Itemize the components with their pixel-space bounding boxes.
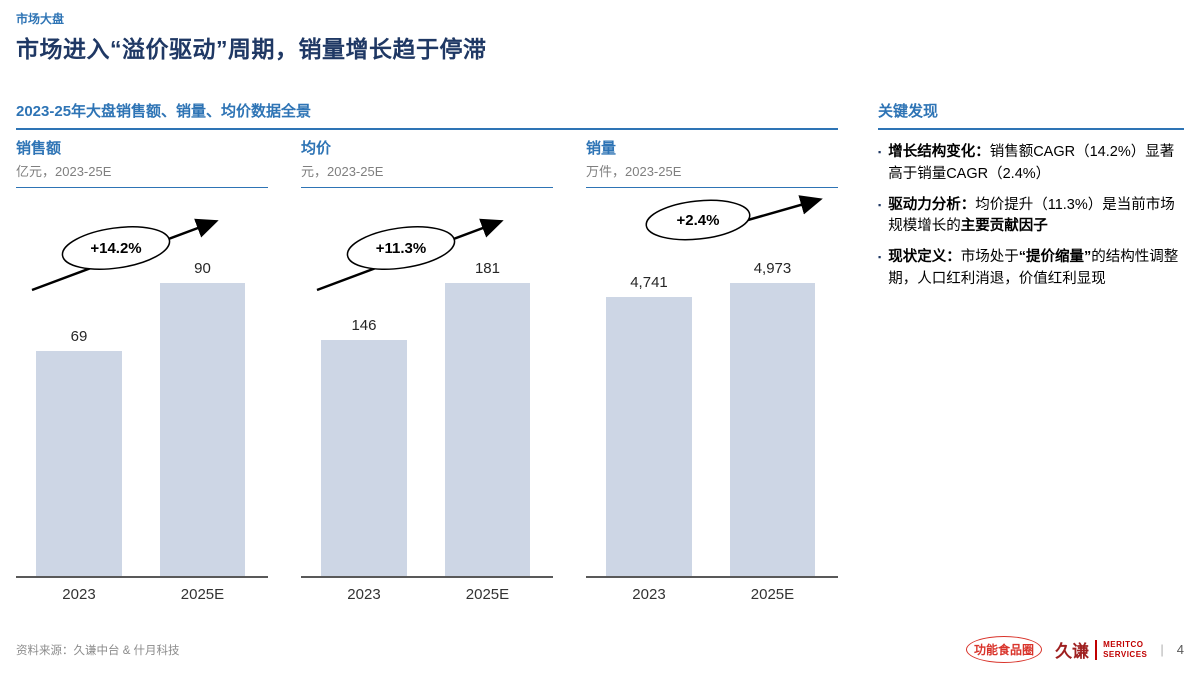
chart-unit-label: 万件，2023-25E [586,161,838,188]
x-axis-labels: 2023 2025E [301,586,553,610]
bar-chart-plot: +2.4% 4,741 4,973 [586,188,838,578]
meritco-line2: SERVICES [1103,649,1148,659]
key-finding-text: 增长结构变化：销售额CAGR（14.2%）显著高于销量CAGR（2.4%） [888,144,1175,182]
bar-2025e [159,283,246,576]
x-axis-labels: 2023 2025E [586,586,838,610]
bar-value-label: 4,741 [630,274,668,291]
bar-value-label: 69 [70,328,88,345]
growth-ellipse-icon [645,199,751,241]
bar-group-2025e: 4,973 [729,260,816,576]
key-finding-text: 驱动力分析：均价提升（11.3%）是当前市场规模增长的主要贡献因子 [888,196,1175,235]
charts-column: 2023-25年大盘销售额、销量、均价数据全景 销售额 亿元，2023-25E [16,100,838,610]
key-findings-title: 关键发现 [878,100,1184,130]
x-tick-2023: 2023 [632,586,666,603]
bar-value-label: 4,973 [753,260,792,277]
growth-value: +14.2% [90,240,141,257]
x-tick-2023: 2023 [347,586,381,603]
chart-title: 销量 [586,140,617,157]
bar-chart-plot: +14.2% 69 90 [16,188,268,578]
growth-annotation: +14.2% [31,218,219,292]
key-finding-item: ▪ 现状定义：市场处于“提价缩量”的结构性调整期，人口红利消退，价值红利显现 [878,247,1184,291]
bar-2025e [729,283,816,576]
chart-title: 销售额 [16,140,62,157]
x-tick-2025e: 2025E [465,586,510,603]
eyebrow-label: 市场大盘 [16,12,65,26]
bar-group-2023: 69 [36,328,122,576]
growth-value: +2.4% [677,212,720,229]
footer: 资料来源：久谦中台 & 什月科技 功能食品圈 久谦 MERITCO SERVIC… [16,636,1184,663]
chart-unit-label: 元，2023-25E [301,161,553,188]
growth-annotation: +11.3% [316,218,504,292]
bar-group-2025e: 181 [444,260,531,576]
meritco-cn-wordmark: 久谦 [1055,642,1090,661]
bar-group-2025e: 90 [159,260,246,576]
meritco-en-wordmark: MERITCO SERVICES [1103,640,1147,660]
chart-unit-label: 亿元，2023-25E [16,161,268,188]
bar-value-label: 146 [351,317,377,334]
page-title: 市场进入“溢价驱动”周期，销量增长趋于停滞 [16,36,487,62]
x-tick-2025e: 2025E [180,586,225,603]
meritco-line1: MERITCO [1103,639,1144,649]
bar-value-label: 90 [194,260,211,277]
logo-divider [1095,639,1098,660]
chart-card-sales: 销售额 亿元，2023-25E +14.2% [16,137,268,610]
key-findings-panel: 关键发现 ▪ 增长结构变化：销售额CAGR（14.2%）显著高于销量CAGR（2.… [878,100,1184,610]
growth-annotation: +2.4% [645,195,823,241]
growth-ellipse-icon [346,226,456,270]
key-finding-item: ▪ 驱动力分析：均价提升（11.3%）是当前市场规模增长的主要贡献因子 [878,195,1184,239]
growth-ellipse-icon [61,226,171,270]
source-note: 资料来源：久谦中台 & 什月科技 [16,644,180,657]
content-row: 2023-25年大盘销售额、销量、均价数据全景 销售额 亿元，2023-25E [16,100,1184,610]
bullet-marker-icon: ▪ [878,252,882,262]
bar-2023 [606,297,692,576]
bar-2023 [321,340,407,576]
bar-group-2023: 146 [321,317,407,576]
footer-logos: 功能食品圈 久谦 MERITCO SERVICES | 4 [966,636,1184,663]
key-findings-list: ▪ 增长结构变化：销售额CAGR（14.2%）显著高于销量CAGR（2.4%） ▪ 驱… [878,142,1184,291]
chart-card-volume: 销量 万件，2023-25E +2.4% [586,137,838,610]
key-finding-text: 现状定义：市场处于“提价缩量”的结构性调整期，人口红利消退，价值红利显现 [888,249,1179,287]
bar-2023 [36,351,122,576]
x-tick-2023: 2023 [62,586,96,603]
page-number-divider: | [1160,642,1164,657]
growth-value: +11.3% [376,240,426,257]
chart-card-avg-price: 均价 元，2023-25E +11.3% [301,137,553,610]
charts-section-title: 2023-25年大盘销售额、销量、均价数据全景 [16,100,838,130]
bullet-marker-icon: ▪ [878,147,882,157]
page-number: 4 [1176,642,1184,657]
bullet-marker-icon: ▪ [878,199,882,210]
x-tick-2025e: 2025E [750,586,795,603]
chart-title: 均价 [301,140,332,157]
bar-value-label: 181 [474,260,500,277]
key-finding-item: ▪ 增长结构变化：销售额CAGR（14.2%）显著高于销量CAGR（2.4%） [878,142,1184,186]
bar-chart-plot: +11.3% 146 181 [301,188,553,578]
bar-group-2023: 4,741 [606,274,692,576]
x-axis-labels: 2023 2025E [16,586,268,610]
brand-logo-meritco: 久谦 MERITCO SERVICES [1055,637,1147,662]
charts-row: 销售额 亿元，2023-25E +14.2% [16,137,838,610]
bar-2025e [444,283,531,576]
brand-logo-gongneng: 功能食品圈 [966,636,1043,663]
